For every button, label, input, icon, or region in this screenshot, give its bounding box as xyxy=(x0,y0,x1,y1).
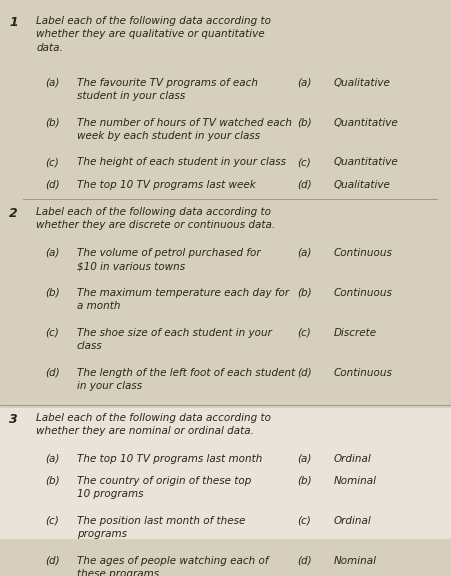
Text: (b): (b) xyxy=(298,118,312,127)
Text: The number of hours of TV watched each
week by each student in your class: The number of hours of TV watched each w… xyxy=(77,118,292,141)
Text: (b): (b) xyxy=(45,476,60,486)
Text: Quantitative: Quantitative xyxy=(334,157,399,168)
Text: Label each of the following data according to
whether they are qualitative or qu: Label each of the following data accordi… xyxy=(36,16,271,52)
Text: Qualitative: Qualitative xyxy=(334,78,391,88)
Text: 1: 1 xyxy=(9,16,18,29)
Text: (a): (a) xyxy=(45,248,60,258)
Text: Label each of the following data according to
whether they are discrete or conti: Label each of the following data accordi… xyxy=(36,207,275,230)
Text: (c): (c) xyxy=(298,328,311,338)
Text: Label each of the following data according to
whether they are nominal or ordina: Label each of the following data accordi… xyxy=(36,413,271,436)
Text: (c): (c) xyxy=(45,516,59,526)
Text: Discrete: Discrete xyxy=(334,328,377,338)
Text: (c): (c) xyxy=(45,157,59,168)
Text: The shoe size of each student in your
class: The shoe size of each student in your cl… xyxy=(77,328,272,351)
Text: (d): (d) xyxy=(298,556,312,566)
Text: Nominal: Nominal xyxy=(334,476,377,486)
Text: (b): (b) xyxy=(298,476,312,486)
FancyBboxPatch shape xyxy=(0,408,451,539)
Text: The country of origin of these top
10 programs: The country of origin of these top 10 pr… xyxy=(77,476,251,499)
Text: Quantitative: Quantitative xyxy=(334,118,399,127)
Text: (b): (b) xyxy=(298,288,312,298)
Text: The top 10 TV programs last month: The top 10 TV programs last month xyxy=(77,454,262,464)
Text: (a): (a) xyxy=(45,454,60,464)
Text: 3: 3 xyxy=(9,413,18,426)
Text: The position last month of these
programs: The position last month of these program… xyxy=(77,516,245,539)
Text: The volume of petrol purchased for
$10 in various towns: The volume of petrol purchased for $10 i… xyxy=(77,248,260,271)
Text: Ordinal: Ordinal xyxy=(334,516,372,526)
Text: (d): (d) xyxy=(45,180,60,190)
Text: (b): (b) xyxy=(45,118,60,127)
Text: Continuous: Continuous xyxy=(334,288,393,298)
Text: (c): (c) xyxy=(298,516,311,526)
Text: (a): (a) xyxy=(298,78,312,88)
Text: Qualitative: Qualitative xyxy=(334,180,391,190)
Text: (b): (b) xyxy=(45,288,60,298)
Text: (d): (d) xyxy=(45,556,60,566)
Text: The height of each student in your class: The height of each student in your class xyxy=(77,157,285,168)
Text: Continuous: Continuous xyxy=(334,248,393,258)
Text: The ages of people watching each of
these programs: The ages of people watching each of thes… xyxy=(77,556,268,576)
Text: Ordinal: Ordinal xyxy=(334,454,372,464)
Text: The length of the left foot of each student
in your class: The length of the left foot of each stud… xyxy=(77,367,295,391)
Text: (d): (d) xyxy=(298,180,312,190)
Text: (a): (a) xyxy=(298,454,312,464)
Text: The top 10 TV programs last week: The top 10 TV programs last week xyxy=(77,180,255,190)
Text: (d): (d) xyxy=(298,367,312,378)
Text: Continuous: Continuous xyxy=(334,367,393,378)
Text: 2: 2 xyxy=(9,207,18,220)
Text: (d): (d) xyxy=(45,367,60,378)
Text: The favourite TV programs of each
student in your class: The favourite TV programs of each studen… xyxy=(77,78,258,101)
Text: (a): (a) xyxy=(45,78,60,88)
Text: The maximum temperature each day for
a month: The maximum temperature each day for a m… xyxy=(77,288,289,311)
Text: (c): (c) xyxy=(45,328,59,338)
Text: (c): (c) xyxy=(298,157,311,168)
Text: (a): (a) xyxy=(298,248,312,258)
Text: Nominal: Nominal xyxy=(334,556,377,566)
